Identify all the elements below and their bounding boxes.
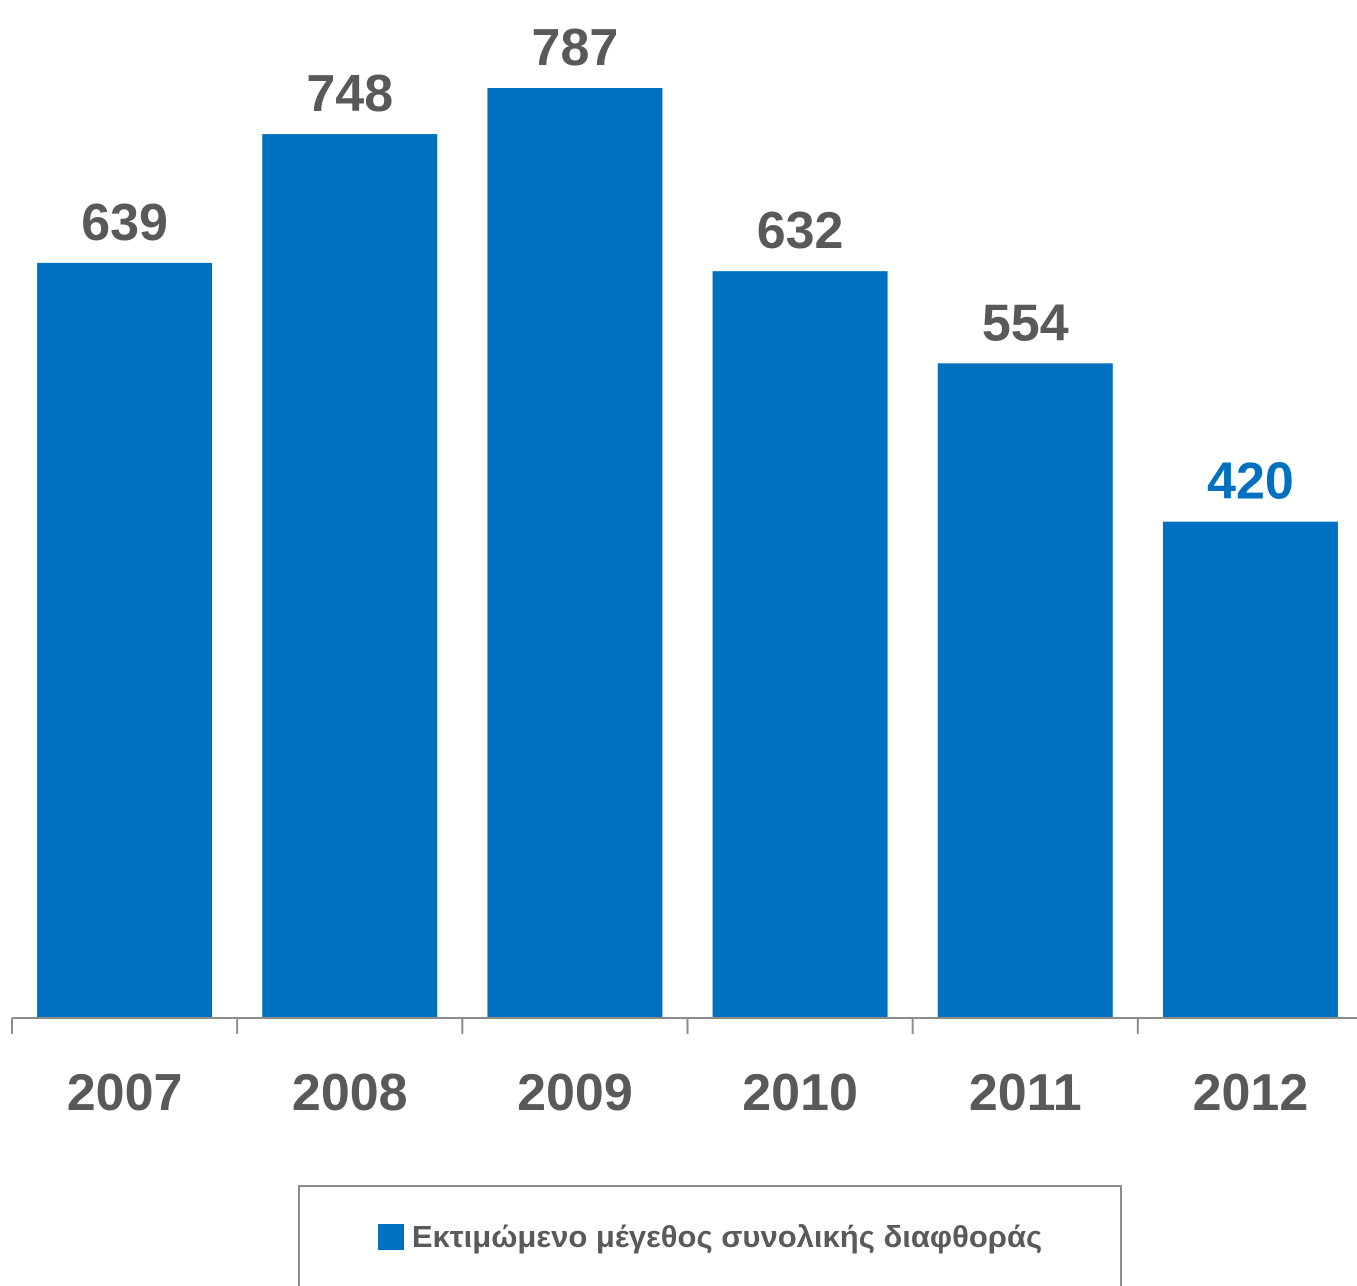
x-tick-label-2012: 2012 [1193, 1064, 1309, 1122]
legend: Εκτιμώμενο μέγεθος συνολικής διαφθοράς [298, 1185, 1122, 1286]
x-tick-label-2007: 2007 [67, 1064, 183, 1122]
bar-2009 [487, 88, 663, 1018]
data-label-2007: 639 [81, 194, 168, 252]
data-label-2008: 748 [306, 65, 393, 123]
legend-swatch [377, 1223, 404, 1250]
data-label-2010: 632 [757, 202, 844, 260]
data-label-2009: 787 [532, 19, 619, 77]
x-axis: 2007 2008 2009 2010 2011 2012 [11, 1017, 1357, 1122]
bar-2007 [37, 262, 213, 1019]
x-tick-label-2010: 2010 [742, 1064, 858, 1122]
x-tick-label-2011: 2011 [969, 1064, 1082, 1122]
x-tick-label-2008: 2008 [292, 1064, 408, 1122]
bar-chart: 2007 2008 2009 2010 2011 2012 639 748 787 632 554… [11, 19, 1357, 1122]
legend-label: Εκτιμώμενο μέγεθος συνολικής διαφθοράς [411, 1218, 1043, 1254]
data-labels-group: 639 748 787 632 554 420 [81, 19, 1294, 511]
x-tick-label-2009: 2009 [517, 1064, 633, 1122]
bar-2010 [712, 271, 888, 1018]
bars-group [37, 88, 1338, 1019]
bar-2008 [262, 134, 438, 1018]
data-label-2012: 420 [1207, 453, 1294, 511]
data-label-2011: 554 [982, 294, 1069, 352]
bar-2012 [1162, 521, 1338, 1018]
bar-2011 [937, 363, 1113, 1018]
